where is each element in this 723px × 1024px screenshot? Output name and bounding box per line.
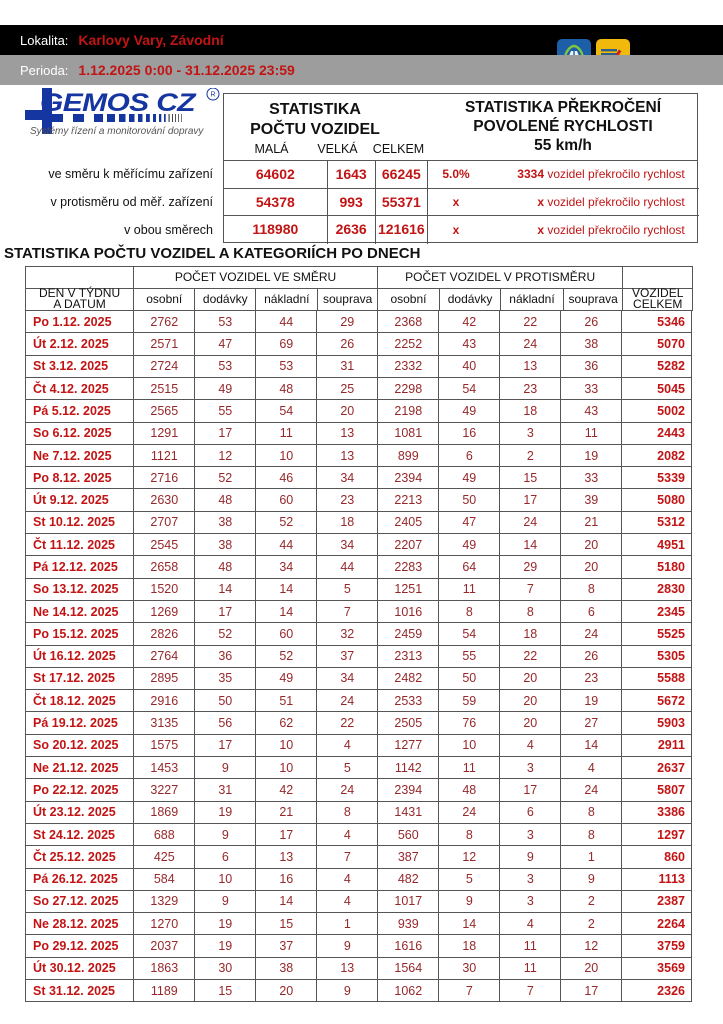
svg-text:R: R [210, 92, 215, 99]
svg-text:GEMOS CZ: GEMOS CZ [40, 89, 198, 117]
svg-text:Systémy řízení a monitorování: Systémy řízení a monitorování dopravy [30, 126, 204, 137]
